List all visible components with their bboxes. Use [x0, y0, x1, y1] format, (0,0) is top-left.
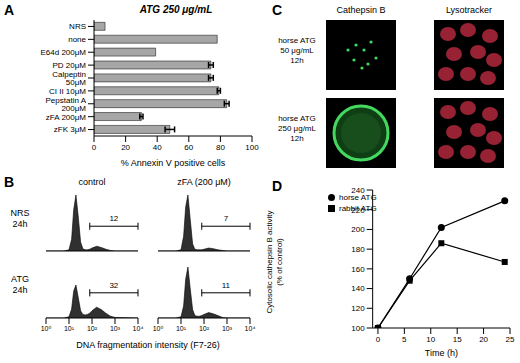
svg-text:0: 0: [92, 143, 97, 152]
svg-text:10³: 10³: [222, 325, 233, 332]
svg-text:10¹: 10¹: [64, 325, 75, 332]
svg-text:10⁴: 10⁴: [133, 325, 144, 332]
svg-text:CI II 10μM: CI II 10μM: [49, 87, 86, 96]
svg-text:180: 180: [351, 245, 365, 254]
svg-text:100: 100: [245, 143, 259, 152]
svg-text:Calpeptin50μM: Calpeptin50μM: [52, 70, 86, 87]
svg-text:zFA 200μM: zFA 200μM: [46, 113, 87, 122]
svg-text:10²: 10²: [199, 325, 210, 332]
svg-text:80: 80: [216, 143, 225, 152]
svg-text:none: none: [68, 35, 86, 44]
svg-text:240: 240: [351, 186, 365, 195]
svg-text:60: 60: [184, 143, 193, 152]
svg-text:200: 200: [351, 225, 365, 234]
svg-text:Time (h): Time (h): [425, 348, 458, 358]
svg-text:10⁰: 10⁰: [41, 325, 52, 332]
svg-text:10: 10: [426, 335, 435, 344]
svg-text:220: 220: [351, 206, 365, 215]
svg-text:7: 7: [224, 214, 229, 223]
svg-text:32: 32: [109, 281, 118, 290]
svg-text:20: 20: [479, 335, 488, 344]
svg-text:25: 25: [506, 335, 515, 344]
svg-text:40: 40: [153, 143, 162, 152]
svg-text:zFK 3μM: zFK 3μM: [54, 125, 87, 134]
svg-text:5: 5: [402, 335, 407, 344]
svg-text:0: 0: [376, 335, 381, 344]
svg-text:100: 100: [351, 324, 365, 333]
svg-text:10³: 10³: [110, 325, 121, 332]
svg-text:140: 140: [351, 284, 365, 293]
svg-text:NRS: NRS: [69, 22, 86, 31]
svg-text:10¹: 10¹: [176, 325, 187, 332]
svg-text:160: 160: [351, 265, 365, 274]
svg-text:10⁰: 10⁰: [153, 325, 164, 332]
svg-text:12: 12: [109, 214, 118, 223]
svg-text:E64d 200μM: E64d 200μM: [40, 48, 86, 57]
svg-text:Pepstatin A200μM: Pepstatin A200μM: [46, 96, 87, 113]
svg-text:% Annexin V positive cells: % Annexin V positive cells: [121, 158, 226, 168]
svg-text:10²: 10²: [87, 325, 98, 332]
svg-text:10⁴: 10⁴: [245, 325, 256, 332]
svg-text:11: 11: [222, 281, 231, 290]
svg-text:120: 120: [351, 304, 365, 313]
svg-text:PD 20μM: PD 20μM: [52, 61, 86, 70]
svg-text:20: 20: [121, 143, 130, 152]
svg-text:15: 15: [453, 335, 462, 344]
